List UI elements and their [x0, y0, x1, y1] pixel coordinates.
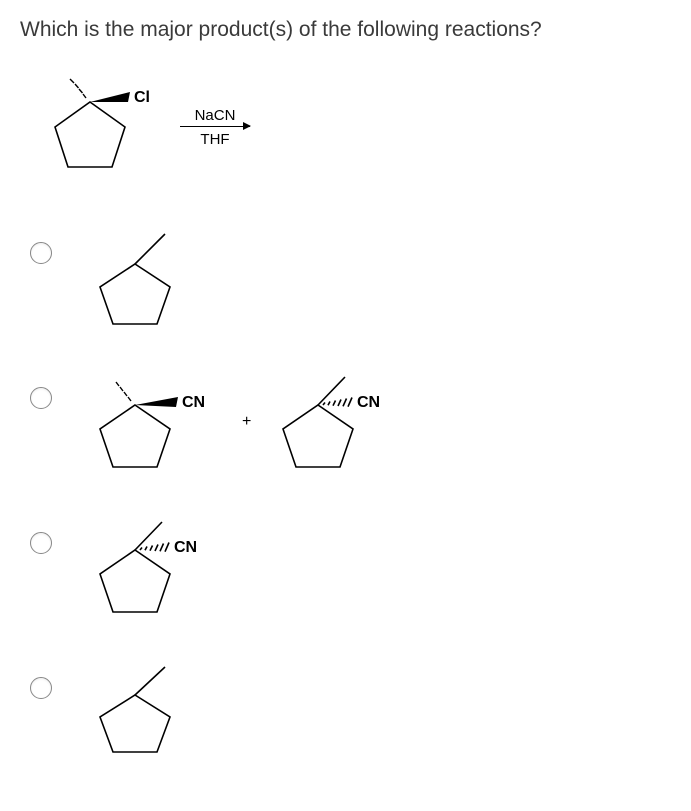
option-2[interactable]: CN + CN: [30, 367, 671, 477]
option-4-content: [80, 657, 200, 757]
option-3-content: CN: [80, 512, 240, 622]
radio-icon[interactable]: [30, 532, 52, 554]
option-1-structure: [80, 222, 200, 332]
option-2-content: CN + CN: [80, 367, 413, 477]
radio-icon[interactable]: [30, 387, 52, 409]
option-4-structure: [80, 657, 200, 757]
substrate-structure: Cl: [30, 72, 160, 182]
radio-icon[interactable]: [30, 677, 52, 699]
question-text: Which is the major product(s) of the fol…: [20, 18, 671, 42]
cl-label: Cl: [134, 89, 150, 106]
reaction-scheme: Cl NaCN THF: [30, 72, 671, 182]
options-group: CN + CN: [30, 222, 671, 757]
radio-icon[interactable]: [30, 242, 52, 264]
option-1-content: [80, 222, 200, 332]
option-1[interactable]: [30, 222, 671, 332]
cn-label-dash: CN: [357, 394, 380, 411]
option-2-structure-b: CN: [263, 367, 413, 477]
option-4[interactable]: [30, 657, 671, 757]
cn-label-wedge: CN: [182, 394, 205, 411]
cn-label-dash: CN: [174, 539, 197, 556]
reagent-top: NaCN: [195, 107, 236, 124]
option-3[interactable]: CN: [30, 512, 671, 622]
option-2-structure-a: CN: [80, 367, 230, 477]
reagent-bottom: THF: [200, 131, 229, 148]
plus-sign: +: [242, 413, 251, 431]
reaction-arrow: NaCN THF: [180, 107, 250, 148]
option-3-structure: CN: [80, 512, 240, 622]
